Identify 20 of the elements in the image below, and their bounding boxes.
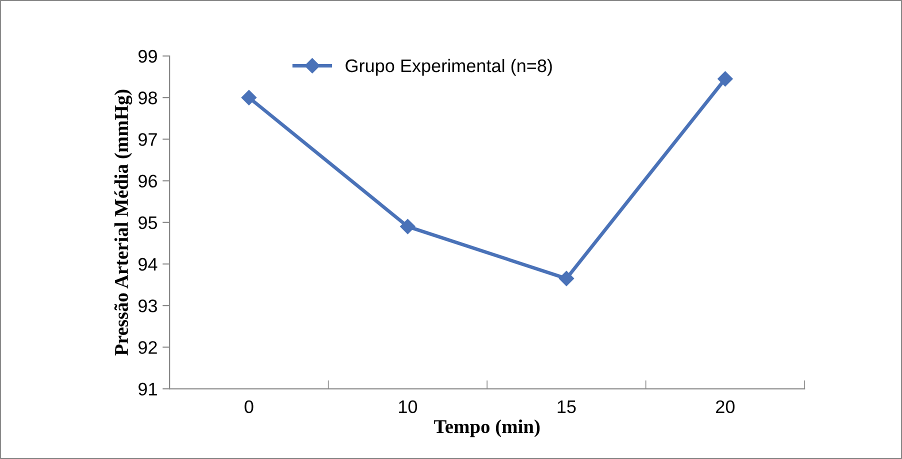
point <box>241 90 257 106</box>
y-axis-title: Pressão Arterial Média (mmHg) <box>114 90 132 356</box>
x-tick-label: 0 <box>244 400 254 414</box>
point <box>718 71 733 86</box>
y-tick-label: 97 <box>138 133 157 146</box>
y-tick-label: 96 <box>138 174 157 188</box>
y-tick-label: 95 <box>138 216 158 230</box>
point <box>558 270 574 286</box>
y-tick-label: 92 <box>138 341 157 354</box>
x-tick-label: 15 <box>558 400 576 414</box>
y-tick-label: 94 <box>138 258 158 271</box>
x-tick-label: 10 <box>399 400 418 414</box>
y-tick-label: 99 <box>138 50 157 63</box>
y-tick-label: 98 <box>138 92 157 104</box>
y-tick-label: 93 <box>138 300 157 312</box>
y-tick-label: 91 <box>138 382 157 396</box>
point <box>400 218 416 234</box>
x-axis-title: Tempo (min) <box>434 419 540 438</box>
x-tick-label: 20 <box>716 400 735 414</box>
legend-label: Grupo Experimental (n=8) <box>346 58 552 76</box>
